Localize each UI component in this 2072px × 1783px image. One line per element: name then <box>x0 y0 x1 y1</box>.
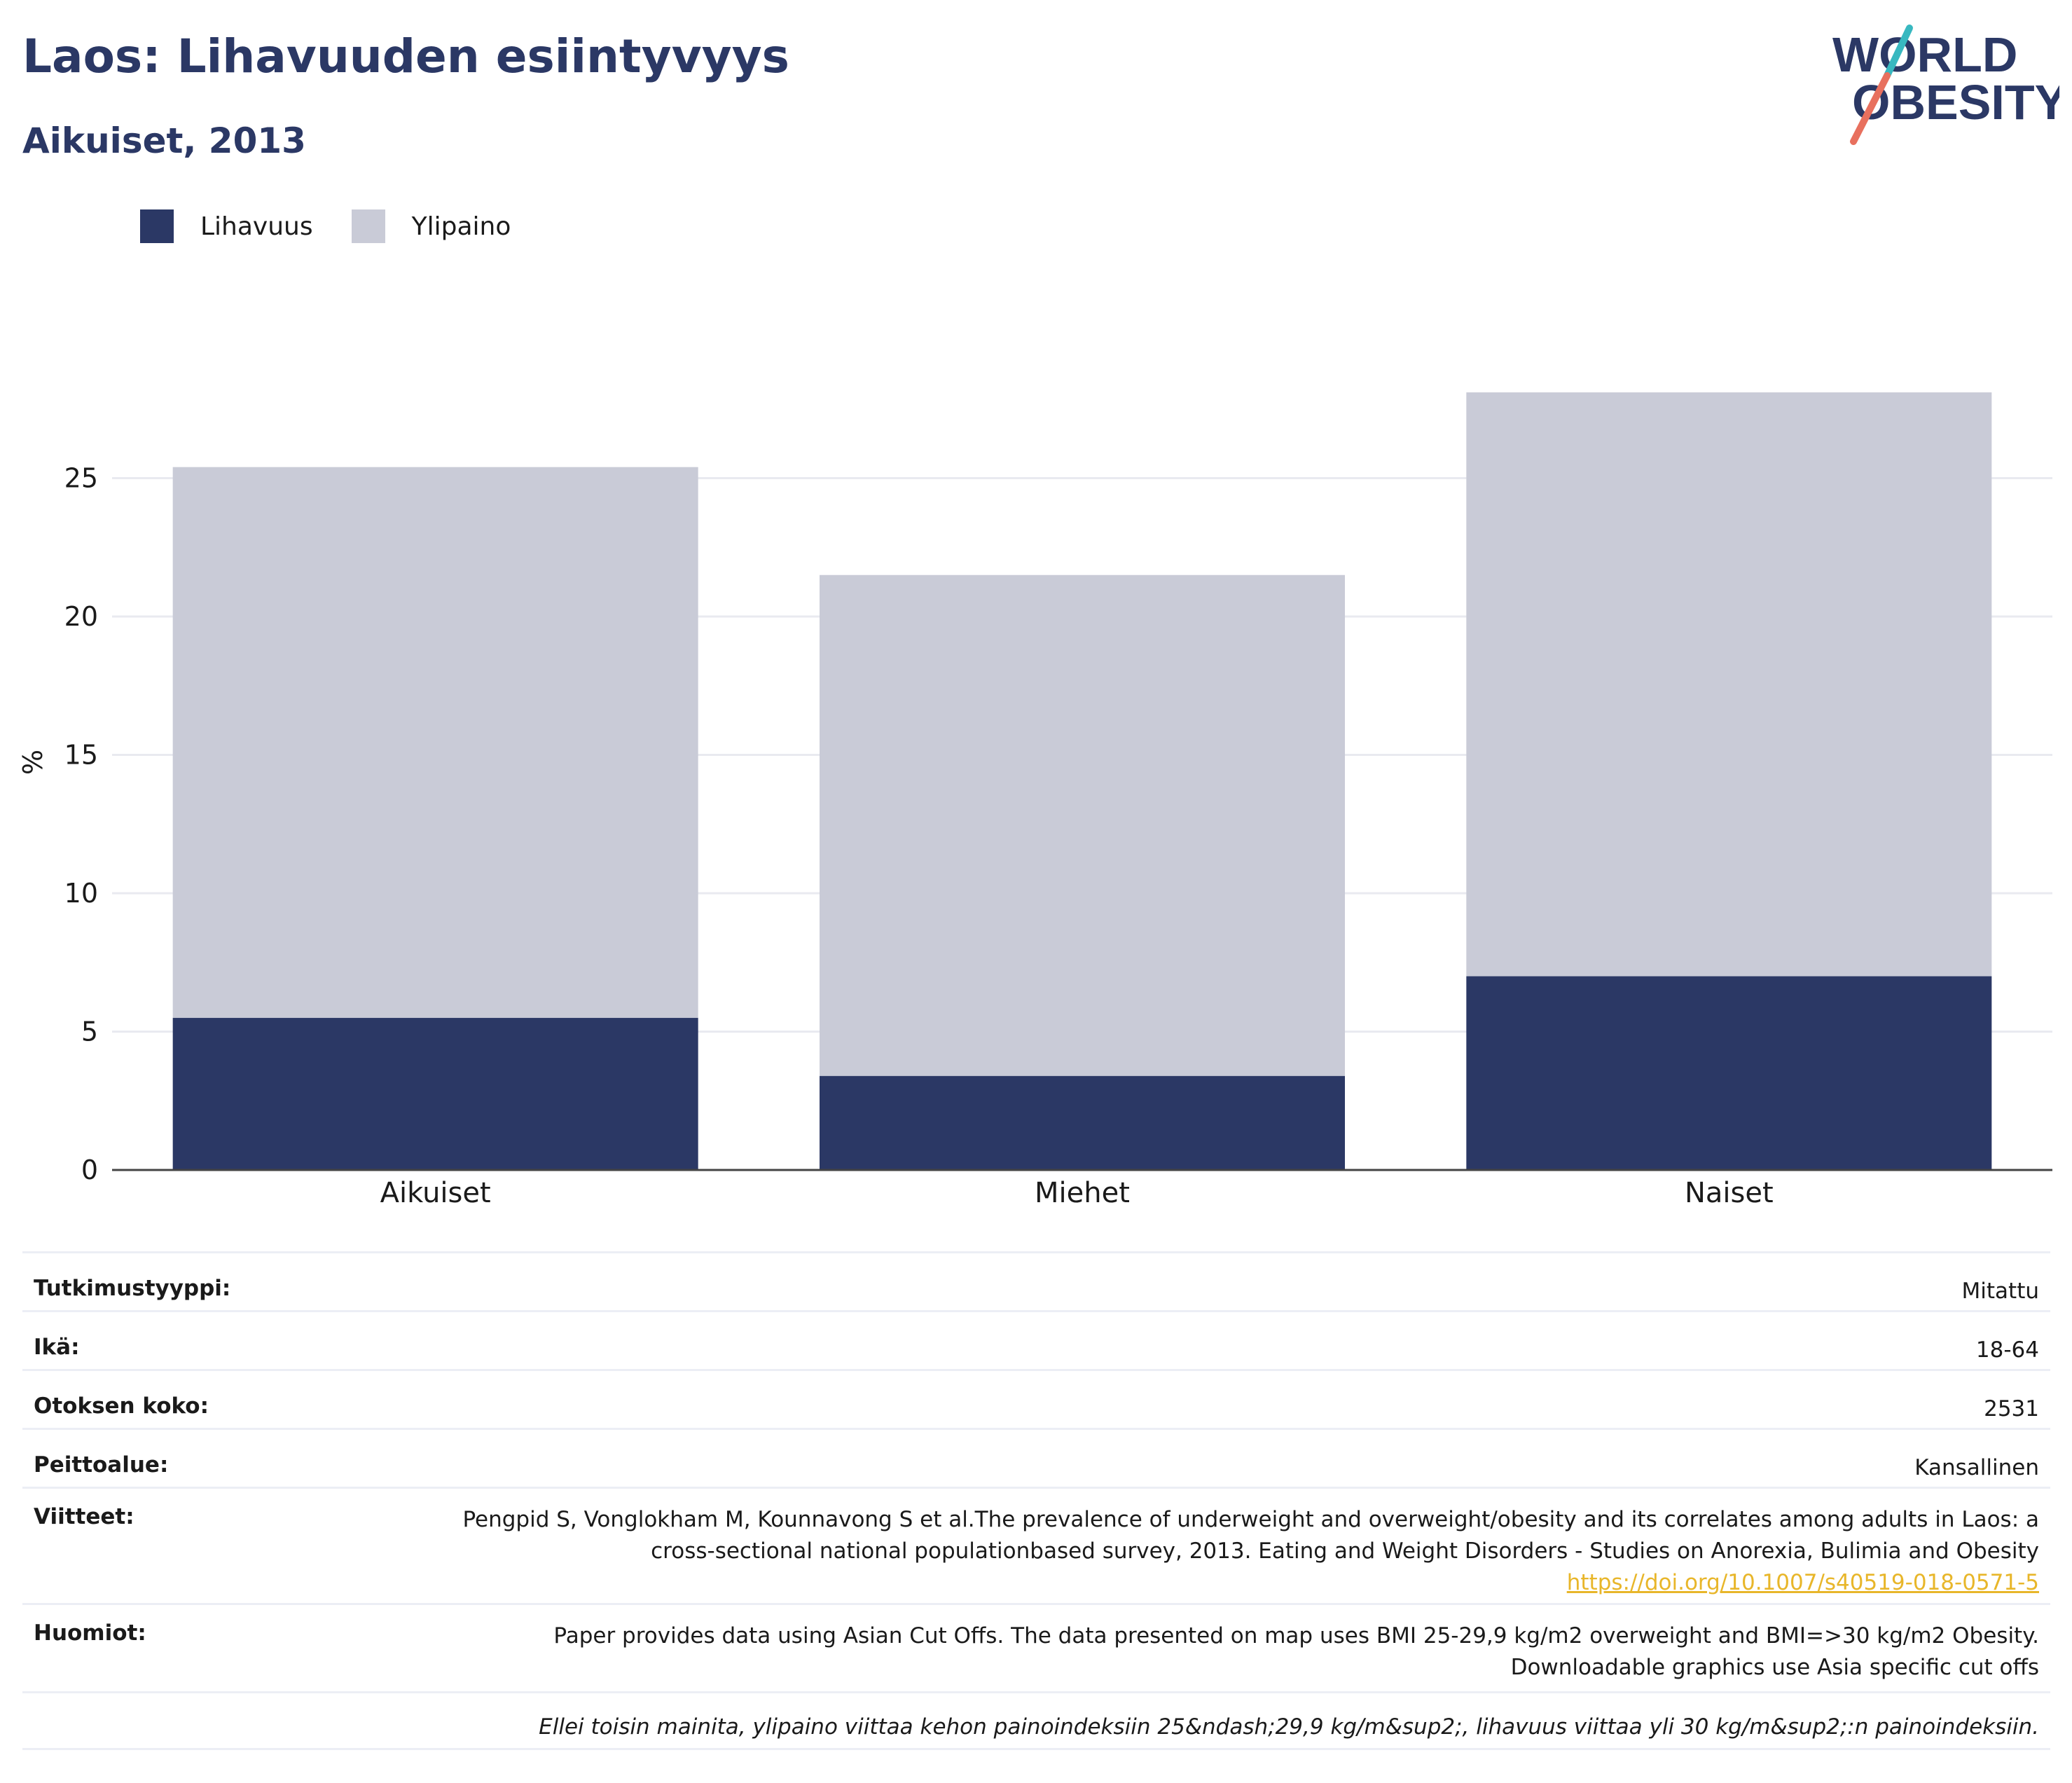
info-row-sample-size: Otoksen koko: 2531 <box>22 1369 2050 1428</box>
info-row-notes: Huomiot: Paper provides data using Asian… <box>22 1603 2050 1691</box>
y-tick-label: 20 <box>64 601 98 632</box>
bar-ylipaino-naiset[interactable] <box>1466 392 1992 977</box>
legend-swatch-lihavuus <box>140 209 174 243</box>
world-obesity-logo: WORLD OBESITY <box>1832 25 2059 145</box>
bar-ylipaino-aikuiset[interactable] <box>172 467 698 1018</box>
info-value: Kansallinen <box>1914 1455 2039 1480</box>
footnote-text: Ellei toisin mainita, ylipaino viittaa k… <box>539 1714 2039 1740</box>
info-row-references: Viitteet: Pengpid S, Vonglokham M, Kounn… <box>22 1487 2050 1603</box>
y-axis-label: % <box>18 750 48 775</box>
logo-text-world: WORLD <box>1832 27 2017 82</box>
info-row-coverage: Peittoalue: Kansallinen <box>22 1428 2050 1487</box>
y-tick-label: 25 <box>64 463 98 494</box>
x-tick-label: Miehet <box>1035 1177 1130 1209</box>
study-info-table: Tutkimustyyppi: Mitattu Ikä: 18-64 Otoks… <box>22 1251 2050 1750</box>
bar-lihavuus-aikuiset[interactable] <box>172 1017 698 1170</box>
legend-item-ylipaino[interactable]: Ylipaino <box>351 209 511 243</box>
y-tick-label: 5 <box>81 1017 98 1047</box>
info-key: Huomiot: <box>34 1620 146 1646</box>
info-value: 2531 <box>1984 1396 2039 1421</box>
legend-label-lihavuus: Lihavuus <box>200 212 313 241</box>
page-title: Laos: Lihavuuden esiintyvyys <box>22 29 789 83</box>
bar-chart: 0 5 10 15 20 25 Aikuiset Miehet Naiset % <box>18 392 2052 1209</box>
references-text: Pengpid S, Vonglokham M, Kounnavong S et… <box>462 1507 2039 1564</box>
bar-lihavuus-miehet[interactable] <box>820 1075 1345 1170</box>
info-row-age: Ikä: 18-64 <box>22 1310 2050 1369</box>
info-key: Peittoalue: <box>34 1452 169 1478</box>
info-key: Otoksen koko: <box>34 1393 209 1419</box>
notes-value: Paper provides data using Asian Cut Offs… <box>553 1623 2039 1680</box>
y-tick-label: 15 <box>64 740 98 771</box>
info-key: Ikä: <box>34 1335 80 1360</box>
info-row-study-type: Tutkimustyyppi: Mitattu <box>22 1251 2050 1310</box>
chart-legend: Lihavuus Ylipaino <box>140 207 549 245</box>
legend-label-ylipaino: Ylipaino <box>411 212 511 241</box>
info-key: Tutkimustyyppi: <box>34 1276 231 1301</box>
info-value: Mitattu <box>1961 1279 2039 1304</box>
y-tick-label: 0 <box>81 1155 98 1185</box>
info-row-footnote: Ellei toisin mainita, ylipaino viittaa k… <box>22 1691 2050 1750</box>
legend-swatch-ylipaino <box>351 209 385 243</box>
info-value: 18-64 <box>1975 1337 2039 1363</box>
x-tick-label: Naiset <box>1685 1177 1774 1209</box>
page-subtitle: Aikuiset, 2013 <box>22 121 306 161</box>
bar-ylipaino-miehet[interactable] <box>820 574 1345 1076</box>
references-value: Pengpid S, Vonglokham M, Kounnavong S et… <box>428 1504 2039 1599</box>
x-tick-label: Aikuiset <box>380 1177 491 1209</box>
doi-link[interactable]: https://doi.org/10.1007/s40519-018-0571-… <box>1566 1570 2039 1595</box>
y-tick-label: 10 <box>64 878 98 909</box>
bar-lihavuus-naiset[interactable] <box>1466 976 1992 1171</box>
info-key: Viitteet: <box>34 1504 134 1529</box>
legend-item-lihavuus[interactable]: Lihavuus <box>140 209 313 243</box>
